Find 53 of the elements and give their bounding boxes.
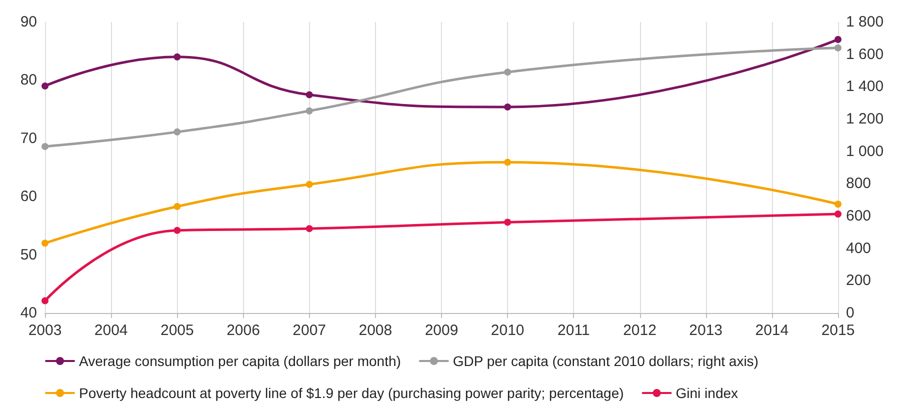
y-tick-label: 80 bbox=[20, 72, 37, 89]
point bbox=[834, 44, 842, 52]
point bbox=[504, 103, 512, 110]
y2-tick-label: 1 000 bbox=[846, 142, 884, 160]
point bbox=[306, 91, 313, 98]
legend-label: GDP per capita (constant 2010 dollars; right axis) bbox=[452, 353, 758, 369]
y2-tick-label: 1 400 bbox=[846, 78, 884, 96]
x-tick-label: 2013 bbox=[689, 322, 723, 339]
y2-tick-label: 600 bbox=[846, 208, 872, 224]
point bbox=[174, 226, 181, 234]
point bbox=[834, 200, 842, 208]
point bbox=[834, 210, 842, 218]
x-tick-label: 2011 bbox=[558, 322, 590, 339]
x-tick-label: 2003 bbox=[28, 322, 62, 339]
y-tick-label: 70 bbox=[20, 130, 37, 147]
point bbox=[504, 68, 512, 76]
y-tick-label: 90 bbox=[20, 14, 37, 30]
point bbox=[834, 36, 842, 43]
point bbox=[42, 82, 48, 90]
point bbox=[306, 225, 313, 232]
x-tick-label: 2009 bbox=[424, 322, 458, 339]
x-tick-label: 2010 bbox=[490, 322, 524, 339]
x-tick-label: 2014 bbox=[755, 322, 789, 339]
y-tick-label: 40 bbox=[20, 304, 37, 322]
y2-tick-label: 1 800 bbox=[846, 14, 884, 30]
point bbox=[306, 180, 313, 188]
x-tick-label: 2012 bbox=[623, 322, 656, 339]
y2-tick-label: 400 bbox=[846, 240, 872, 257]
y2-tick-label: 1 200 bbox=[846, 110, 884, 128]
point bbox=[42, 240, 48, 247]
point bbox=[42, 142, 48, 150]
legend-label: Gini index bbox=[676, 385, 738, 401]
y2-tick-label: 1 600 bbox=[846, 46, 884, 63]
point bbox=[306, 107, 313, 114]
point bbox=[504, 158, 512, 166]
x-tick-label: 2005 bbox=[160, 322, 194, 339]
point bbox=[174, 53, 181, 60]
point bbox=[174, 128, 181, 136]
point bbox=[504, 218, 512, 226]
legend-label: Poverty headcount at poverty line of $1.9 per day (purchasing power parity; percentage) bbox=[79, 385, 624, 401]
y2-tick-label: 0 bbox=[846, 304, 854, 322]
y-tick-label: 50 bbox=[20, 246, 37, 264]
y2-tick-label: 200 bbox=[846, 272, 872, 290]
legend-label: Average consumption per capita (dollars per month) bbox=[79, 353, 401, 369]
y2-tick-label: 800 bbox=[846, 175, 872, 192]
x-tick-label: 2004 bbox=[94, 322, 128, 339]
point bbox=[42, 297, 48, 304]
x-tick-label: 2007 bbox=[292, 322, 326, 339]
x-tick-label: 2006 bbox=[226, 322, 260, 339]
point bbox=[174, 202, 181, 210]
x-tick-label: 2008 bbox=[358, 322, 392, 339]
y-tick-label: 60 bbox=[20, 188, 37, 206]
x-tick-label: 2015 bbox=[821, 322, 855, 339]
